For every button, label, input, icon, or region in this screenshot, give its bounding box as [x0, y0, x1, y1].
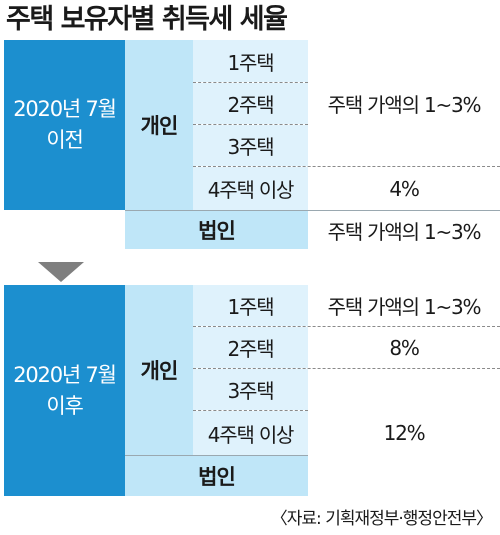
house-cell: 2주택	[193, 327, 308, 368]
rate-cell: 4%	[389, 176, 420, 201]
row-divider	[193, 166, 500, 167]
house-cell: 1주택	[193, 285, 308, 326]
house-cell: 1주택	[193, 40, 308, 82]
period-cell-before: 2020년 7월 이전	[4, 40, 125, 210]
row-divider	[193, 410, 308, 411]
house-cell: 4주택 이상	[193, 167, 308, 210]
house-cell: 4주택 이상	[193, 411, 308, 455]
group-cell-individual: 개인	[125, 40, 193, 210]
rate-cell: 주택 가액의 1~3%	[327, 92, 482, 117]
row-divider	[193, 368, 500, 369]
house-cell: 3주택	[193, 125, 308, 166]
down-arrow-icon	[38, 262, 84, 282]
rate-cell: 8%	[389, 335, 420, 360]
period-label: 2020년 7월 이후	[13, 362, 117, 418]
rate-cell-corporate: 주택 가액의 1~3%	[327, 219, 482, 244]
row-divider	[193, 124, 308, 125]
group-cell-corporate: 법인	[125, 456, 308, 496]
row-divider	[193, 82, 308, 83]
page-title: 주택 보유자별 취득세 세율	[6, 4, 288, 35]
row-divider	[125, 210, 500, 211]
house-cell: 3주택	[193, 369, 308, 410]
row-divider	[125, 455, 308, 456]
period-cell-after: 2020년 7월 이후	[4, 285, 125, 496]
house-cell: 2주택	[193, 83, 308, 124]
group-cell-corporate: 법인	[125, 211, 308, 249]
group-cell-individual: 개인	[125, 285, 193, 455]
row-divider	[193, 326, 500, 327]
source-note: 〈자료: 기획재정부·행정안전부〉	[270, 509, 493, 529]
rate-cell: 주택 가액의 1~3%	[327, 295, 482, 319]
period-label: 2020년 7월 이전	[13, 97, 117, 152]
rate-cell: 12%	[383, 420, 426, 445]
